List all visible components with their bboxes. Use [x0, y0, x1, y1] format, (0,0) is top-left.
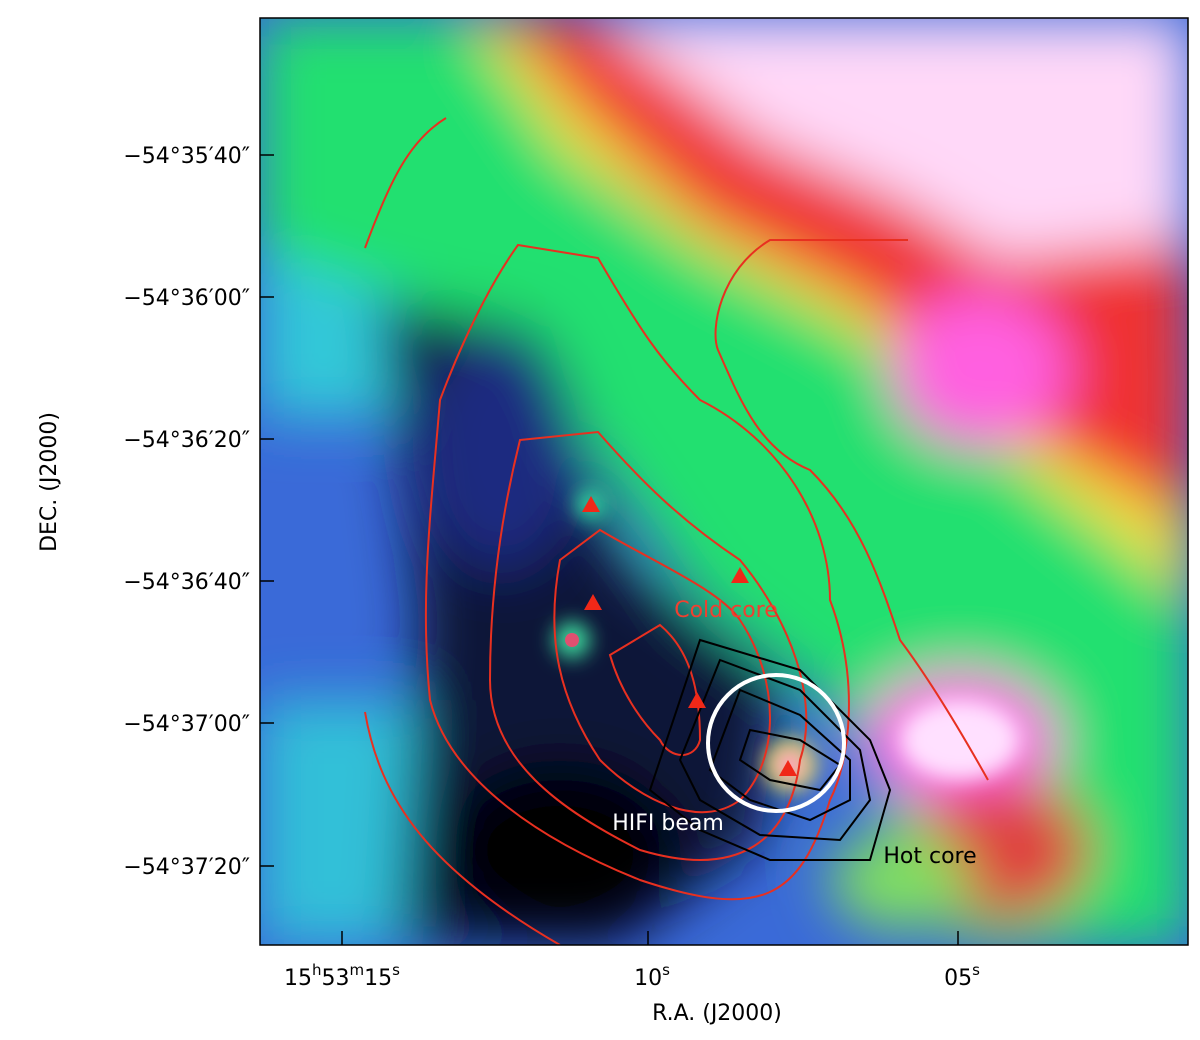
x-axis-label: R.A. (J2000) [652, 1001, 782, 1026]
y-tick-label: −54°37′00″ [123, 712, 250, 737]
source-markers [582, 496, 797, 776]
tick-part: s [392, 961, 400, 979]
tick-part: 10 [634, 966, 662, 991]
tick-part: 15 [284, 966, 312, 991]
y-tick-label: −54°37′20″ [123, 855, 250, 880]
y-tick-label: −54°36′40″ [123, 570, 250, 595]
tick-part: 15 [364, 966, 392, 991]
plot-frame [259, 17, 1189, 946]
tick-part: h [312, 961, 322, 979]
sky-image: Cold core HIFI beam Hot core [260, 18, 1188, 945]
cold-core-label: Cold core [674, 598, 778, 623]
hifi-beam-label: HIFI beam [612, 811, 724, 836]
y-axis-label: DEC. (J2000) [37, 412, 62, 552]
hifi-beam-circle [706, 673, 846, 813]
y-axis: −54°35′40″ −54°36′00″ −54°36′20″ −54°36′… [37, 144, 274, 880]
tick-part: s [972, 961, 980, 979]
y-tick-label: −54°35′40″ [123, 144, 250, 169]
y-tick-label: −54°36′20″ [123, 428, 250, 453]
x-tick-label: 05s [944, 961, 980, 991]
x-tick-label: 10s [634, 961, 670, 991]
x-axis: 15h53m15s 10s 05s R.A. (J2000) [284, 931, 980, 1026]
tick-part: 05 [944, 966, 972, 991]
x-tick-label: 15h53m15s [284, 961, 400, 991]
y-tick-label: −54°36′00″ [123, 286, 250, 311]
tick-part: s [662, 961, 670, 979]
tick-part: m [350, 961, 365, 979]
tick-part: 53 [322, 966, 350, 991]
hot-core-label: Hot core [883, 844, 976, 869]
